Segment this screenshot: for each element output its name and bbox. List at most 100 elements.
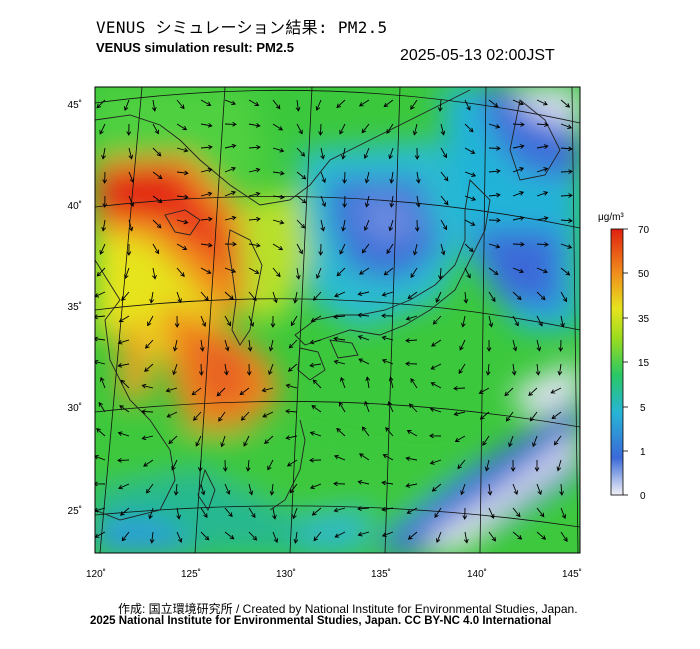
wind-arrow [289, 483, 298, 494]
wind-arrow [315, 99, 322, 111]
wind-arrow [385, 427, 394, 437]
wind-arrow [246, 363, 252, 376]
wind-arrow [224, 121, 237, 127]
wind-arrow [290, 315, 298, 327]
wind-arrow [95, 481, 106, 487]
wind-arrow [248, 315, 255, 328]
wind-arrow [296, 147, 306, 157]
wind-arrow [296, 123, 303, 135]
wind-arrow [101, 219, 107, 232]
wind-arrow [200, 99, 212, 106]
wind-arrow [381, 335, 394, 341]
wind-arrow [296, 243, 303, 255]
wind-arrow [96, 99, 106, 109]
wind-arrow [293, 291, 298, 304]
colorbar-label-50: 50 [638, 269, 650, 280]
wind-arrow [121, 531, 130, 542]
wind-arrow [414, 219, 420, 232]
wind-arrow [286, 459, 298, 467]
wind-arrow [560, 531, 568, 542]
wind-arrow [248, 531, 258, 541]
wind-arrow [152, 267, 157, 280]
wind-arrow [224, 143, 237, 149]
wind-arrow [269, 483, 275, 496]
wind-arrow [173, 483, 179, 496]
wind-arrow [248, 242, 261, 248]
wind-arrow [558, 339, 564, 352]
wind-arrow [389, 195, 395, 208]
wind-arrow [357, 335, 370, 341]
wind-arrow [412, 243, 418, 256]
wind-arrow [295, 267, 301, 280]
colorbar-label-5: 5 [640, 403, 646, 414]
wind-arrow [410, 267, 418, 279]
wind-arrow [200, 291, 209, 301]
wind-arrow [176, 170, 189, 176]
wind-arrow [200, 144, 213, 150]
wind-arrow [310, 315, 322, 322]
wind-arrow [488, 291, 496, 303]
wind-arrow [512, 531, 523, 540]
wind-arrow [560, 243, 573, 249]
wind-arrow [224, 166, 237, 173]
wind-arrow [487, 483, 493, 496]
wind-arrow [406, 430, 418, 437]
wind-arrow [262, 411, 274, 418]
wind-arrow [359, 267, 370, 275]
wind-arrow [200, 242, 213, 248]
lat-axis: 45˚ 40˚ 35˚ 30˚ 25˚ [68, 99, 82, 517]
wind-arrow [434, 507, 442, 518]
wind-arrow [536, 507, 545, 518]
lat-tick-35: 35˚ [68, 301, 82, 313]
wind-arrow [508, 435, 514, 448]
wind-arrow [315, 267, 322, 280]
wind-arrow [512, 99, 524, 106]
wind-arrow [102, 171, 108, 184]
wind-arrow [95, 336, 106, 342]
wind-arrow [285, 383, 298, 389]
wind-arrow [560, 99, 571, 108]
wind-arrow [200, 507, 208, 518]
wind-arrow [488, 192, 501, 198]
wind-arrow [431, 339, 442, 347]
wind-arrow [334, 531, 346, 538]
wind-arrow [200, 122, 213, 128]
wind-arrow [387, 401, 394, 413]
lat-tick-25: 25˚ [68, 505, 82, 517]
wind-arrow [364, 400, 370, 413]
wind-arrow [536, 483, 542, 496]
wind-arrow [312, 291, 322, 301]
wind-arrow [272, 99, 281, 110]
wind-arrow [512, 241, 525, 247]
wind-arrow [248, 291, 257, 302]
wind-arrow [333, 481, 346, 487]
wind-arrow [340, 376, 346, 389]
wind-arrow [268, 363, 274, 376]
wind-arrow [336, 267, 346, 277]
wind-arrow [176, 123, 188, 131]
wind-arrow [358, 358, 370, 365]
wind-arrow [320, 147, 325, 160]
wind-arrow [560, 315, 565, 328]
wind-arrow [551, 411, 562, 420]
wind-arrow [318, 123, 323, 136]
wind-arrow [453, 386, 466, 391]
wind-arrow [553, 435, 562, 446]
wind-arrow [99, 243, 106, 255]
wind-arrow [560, 193, 573, 198]
wind-arrow [440, 219, 448, 231]
wind-arrow [560, 218, 573, 224]
wind-arrow [224, 267, 237, 273]
wind-arrow [429, 459, 442, 465]
wind-arrow [408, 403, 418, 413]
wind-arrow [272, 291, 278, 304]
wind-arrow [309, 457, 322, 463]
wind-arrow [528, 387, 538, 397]
wind-arrow [357, 506, 370, 512]
wind-arrow [414, 147, 420, 160]
wind-arrow [320, 171, 326, 184]
wind-arrow [176, 531, 183, 543]
wind-arrow [406, 507, 418, 514]
wind-arrow [512, 215, 525, 221]
wind-arrow [96, 267, 106, 277]
